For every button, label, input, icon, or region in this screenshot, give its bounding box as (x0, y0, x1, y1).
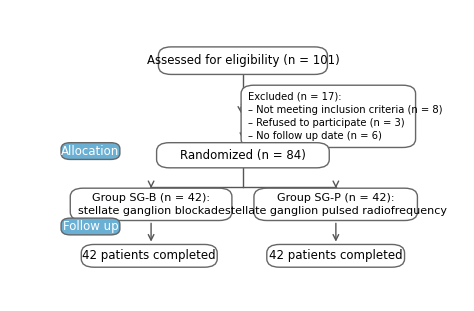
Text: Group SG-P (n = 42):
stellate ganglion pulsed radiofrequency: Group SG-P (n = 42): stellate ganglion p… (225, 193, 447, 216)
FancyBboxPatch shape (70, 188, 232, 220)
Text: Randomized (n = 84): Randomized (n = 84) (180, 149, 306, 162)
FancyBboxPatch shape (61, 143, 120, 160)
Text: Excluded (n = 17):
– Not meeting inclusion criteria (n = 8)
– Refused to partici: Excluded (n = 17): – Not meeting inclusi… (248, 91, 442, 141)
FancyBboxPatch shape (82, 244, 217, 267)
FancyBboxPatch shape (254, 188, 418, 220)
FancyBboxPatch shape (158, 47, 328, 74)
FancyBboxPatch shape (267, 244, 405, 267)
FancyBboxPatch shape (241, 85, 416, 147)
Text: Allocation: Allocation (61, 145, 119, 158)
Text: Assessed for eligibility (n = 101): Assessed for eligibility (n = 101) (146, 54, 339, 67)
FancyBboxPatch shape (156, 143, 329, 168)
Text: Follow up: Follow up (63, 220, 118, 233)
Text: 42 patients completed: 42 patients completed (82, 249, 216, 262)
FancyBboxPatch shape (61, 218, 120, 235)
Text: Group SG-B (n = 42):
stellate ganglion blockade: Group SG-B (n = 42): stellate ganglion b… (78, 193, 225, 216)
Text: 42 patients completed: 42 patients completed (269, 249, 402, 262)
